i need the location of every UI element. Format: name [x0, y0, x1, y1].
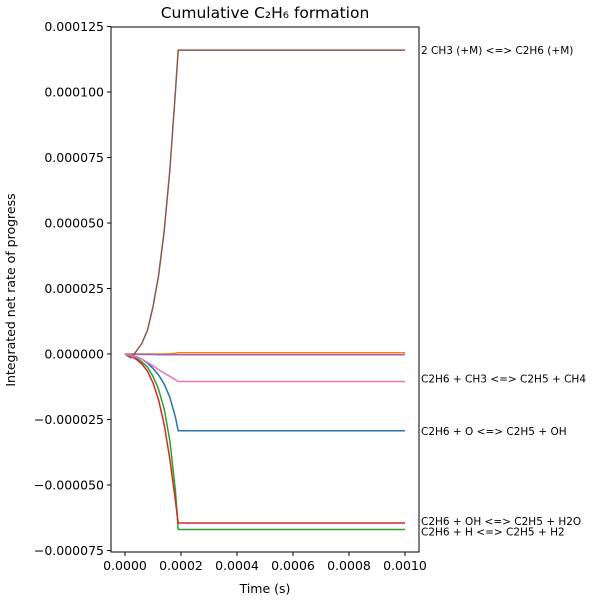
- x-tick-label: 0.0006: [271, 558, 315, 573]
- y-tick-label: −0.000025: [34, 412, 104, 427]
- series-line-1: [125, 351, 405, 355]
- x-tick-label: 0.0004: [215, 558, 259, 573]
- series-line-5: [124, 49, 405, 359]
- y-tick-label: 0.000100: [44, 85, 104, 100]
- y-tick-label: 0.000050: [44, 216, 104, 231]
- y-tick-label: 0.000000: [44, 347, 104, 362]
- y-tick-label: 0.000125: [44, 19, 104, 34]
- y-tick-label: −0.000050: [34, 478, 104, 493]
- series-annotation: 2 CH3 (+M) <=> C2H6 (+M): [421, 45, 573, 57]
- plot-frame: [110, 26, 420, 553]
- series-line-6: [124, 353, 405, 383]
- series-annotation: C2H6 + OH <=> C2H5 + H2O: [421, 516, 581, 528]
- series-annotation: C2H6 + CH3 <=> C2H5 + CH4: [421, 374, 586, 386]
- series-annotation: C2H6 + O <=> C2H5 + OH: [421, 426, 567, 438]
- x-tick-label: 0.0010: [383, 558, 427, 573]
- x-tick-label: 0.0008: [327, 558, 371, 573]
- chart-title: Cumulative C₂H₆ formation: [161, 4, 370, 22]
- series-line-0: [124, 353, 405, 432]
- series-line-3: [124, 353, 405, 524]
- x-tick-label: 0.0002: [159, 558, 203, 573]
- x-axis-label: Time (s): [239, 581, 291, 596]
- y-tick-label: 0.000025: [44, 281, 104, 296]
- y-tick-label: 0.000075: [44, 150, 104, 165]
- series-line-4: [124, 353, 405, 356]
- y-axis-label: Integrated net rate of progress: [3, 193, 18, 386]
- x-tick-label: 0.0000: [103, 558, 147, 573]
- y-tick-label: −0.000075: [34, 543, 104, 558]
- series-annotation: C2H6 + H <=> C2H5 + H2: [421, 527, 565, 539]
